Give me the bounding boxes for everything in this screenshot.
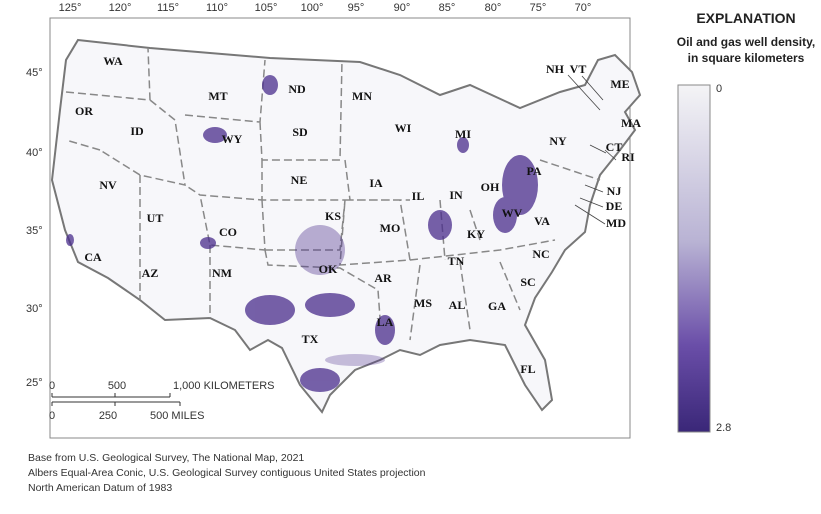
latitude-label: 40° <box>26 147 43 159</box>
state-label: OR <box>75 104 93 118</box>
state-label: GA <box>488 299 506 313</box>
state-label: SD <box>292 125 308 139</box>
state-label: DE <box>606 199 623 213</box>
state-label: FL <box>520 362 535 376</box>
note: Base from U.S. Geological Survey, The Na… <box>28 452 304 464</box>
state-label: OH <box>481 180 500 194</box>
state-label: IL <box>412 189 425 203</box>
state-label: NV <box>99 178 117 192</box>
note: Albers Equal-Area Conic, U.S. Geological… <box>28 467 426 479</box>
state-label: WV <box>502 206 523 220</box>
longitude-label: 95° <box>348 2 365 14</box>
state-label: ME <box>610 77 629 91</box>
state-borders <box>65 47 601 341</box>
state-label: NM <box>212 266 232 280</box>
latitude-label: 35° <box>26 225 43 237</box>
state-label: UT <box>147 211 164 225</box>
state-label: NH <box>546 62 565 76</box>
state-label: AL <box>449 298 466 312</box>
state-label: KY <box>467 227 485 241</box>
well-density-patches <box>66 75 538 392</box>
legend-subtitle: in square kilometers <box>688 51 805 65</box>
longitude-label: 100° <box>301 2 324 14</box>
state-label: NC <box>532 247 549 261</box>
state-label: NJ <box>607 184 622 198</box>
state-label: NE <box>291 173 308 187</box>
latitude-label: 45° <box>26 67 43 79</box>
state-label: AZ <box>142 266 159 280</box>
longitude-label: 120° <box>109 2 132 14</box>
legend-min: 0 <box>716 83 722 95</box>
state-label: MS <box>414 296 432 310</box>
state-label: CO <box>219 225 237 239</box>
state-label: MI <box>455 127 471 141</box>
state-label: MT <box>208 89 227 103</box>
legend-colorbar <box>677 84 711 433</box>
legend-max: 2.8 <box>716 422 731 434</box>
longitude-label: 105° <box>255 2 278 14</box>
longitude-label: 115° <box>157 2 179 14</box>
longitude-label: 125° <box>59 2 82 14</box>
state-label: TN <box>448 254 465 268</box>
longitude-label: 90° <box>394 2 411 14</box>
longitude-label: 85° <box>439 2 456 14</box>
scale-bar <box>51 393 181 406</box>
scale-mi: 250 <box>99 410 117 422</box>
legend-subtitle: Oil and gas well density, <box>677 35 815 49</box>
longitude-label: 80° <box>485 2 502 14</box>
state-label: MO <box>380 221 401 235</box>
state-label: MN <box>352 89 372 103</box>
note: North American Datum of 1983 <box>28 482 172 494</box>
state-label: AR <box>374 271 392 285</box>
state-label: WA <box>103 54 123 68</box>
state-label: ND <box>288 82 306 96</box>
scale-mi: 500 MILES <box>150 410 204 422</box>
state-label: KS <box>325 209 341 223</box>
state-label: CT <box>606 140 623 154</box>
state-label: ID <box>130 124 144 138</box>
state-label: WI <box>395 121 412 135</box>
state-label: MD <box>606 216 626 230</box>
state-label: IA <box>369 176 383 190</box>
longitude-label: 75° <box>530 2 547 14</box>
state-label: OK <box>319 262 338 276</box>
state-label: CA <box>84 250 102 264</box>
state-label: LA <box>377 315 394 329</box>
scale-km: 1,000 KILOMETERS <box>173 380 275 392</box>
leader-lines <box>567 74 617 225</box>
us-outline <box>50 38 642 414</box>
state-label: NY <box>549 134 567 148</box>
legend-title: EXPLANATION <box>696 10 795 26</box>
latitude-label: 30° <box>26 303 43 315</box>
state-label: PA <box>526 164 541 178</box>
state-label: IN <box>449 188 463 202</box>
scale-km: 500 <box>108 380 126 392</box>
state-label: VA <box>534 214 550 228</box>
state-label: WY <box>222 132 243 146</box>
state-label: MA <box>621 116 641 130</box>
state-label: RI <box>621 150 635 164</box>
scale-mi: 0 <box>49 410 55 422</box>
longitude-label: 110° <box>206 2 228 14</box>
longitude-label: 70° <box>575 2 592 14</box>
state-label: TX <box>302 332 319 346</box>
scale-km: 0 <box>49 380 55 392</box>
state-label: VT <box>570 62 587 76</box>
state-label: SC <box>520 275 535 289</box>
latitude-label: 25° <box>26 377 43 389</box>
